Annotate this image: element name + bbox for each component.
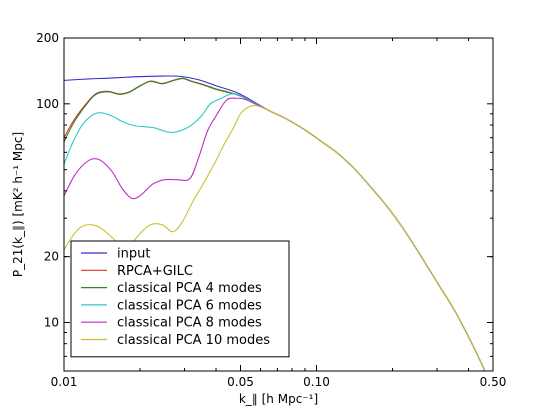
y-axis-title: P_21(k_∥) [mK² h⁻¹ Mpc] (11, 132, 25, 277)
legend-label: classical PCA 6 modes (117, 298, 262, 313)
legend: input RPCA+GILC classical PCA 4 modes class… (70, 240, 290, 358)
y-tick-label: 200 (36, 31, 59, 45)
y-tick-label: 100 (36, 97, 59, 111)
legend-label: classical PCA 10 modes (117, 333, 270, 348)
x-tick-label: 0.01 (51, 375, 78, 389)
legend-label: classical PCA 4 modes (117, 281, 262, 296)
plot-frame (63, 37, 494, 372)
legend-box (70, 240, 290, 358)
x-tick-label: 0.05 (227, 375, 254, 389)
y-tick-label: 10 (44, 315, 59, 329)
legend-label: input (117, 247, 150, 262)
x-tick-label: 0.50 (480, 375, 507, 389)
x-tick-label: 0.10 (303, 375, 330, 389)
legend-label: RPCA+GILC (117, 264, 193, 279)
x-axis-title: k_∥ [h Mpc⁻¹] (239, 392, 318, 406)
ticks-group: 0.01 0.05 0.10 0.50 10 20 100 200 (36, 31, 506, 389)
y-tick-label: 20 (44, 250, 59, 264)
legend-label: classical PCA 8 modes (117, 316, 262, 331)
